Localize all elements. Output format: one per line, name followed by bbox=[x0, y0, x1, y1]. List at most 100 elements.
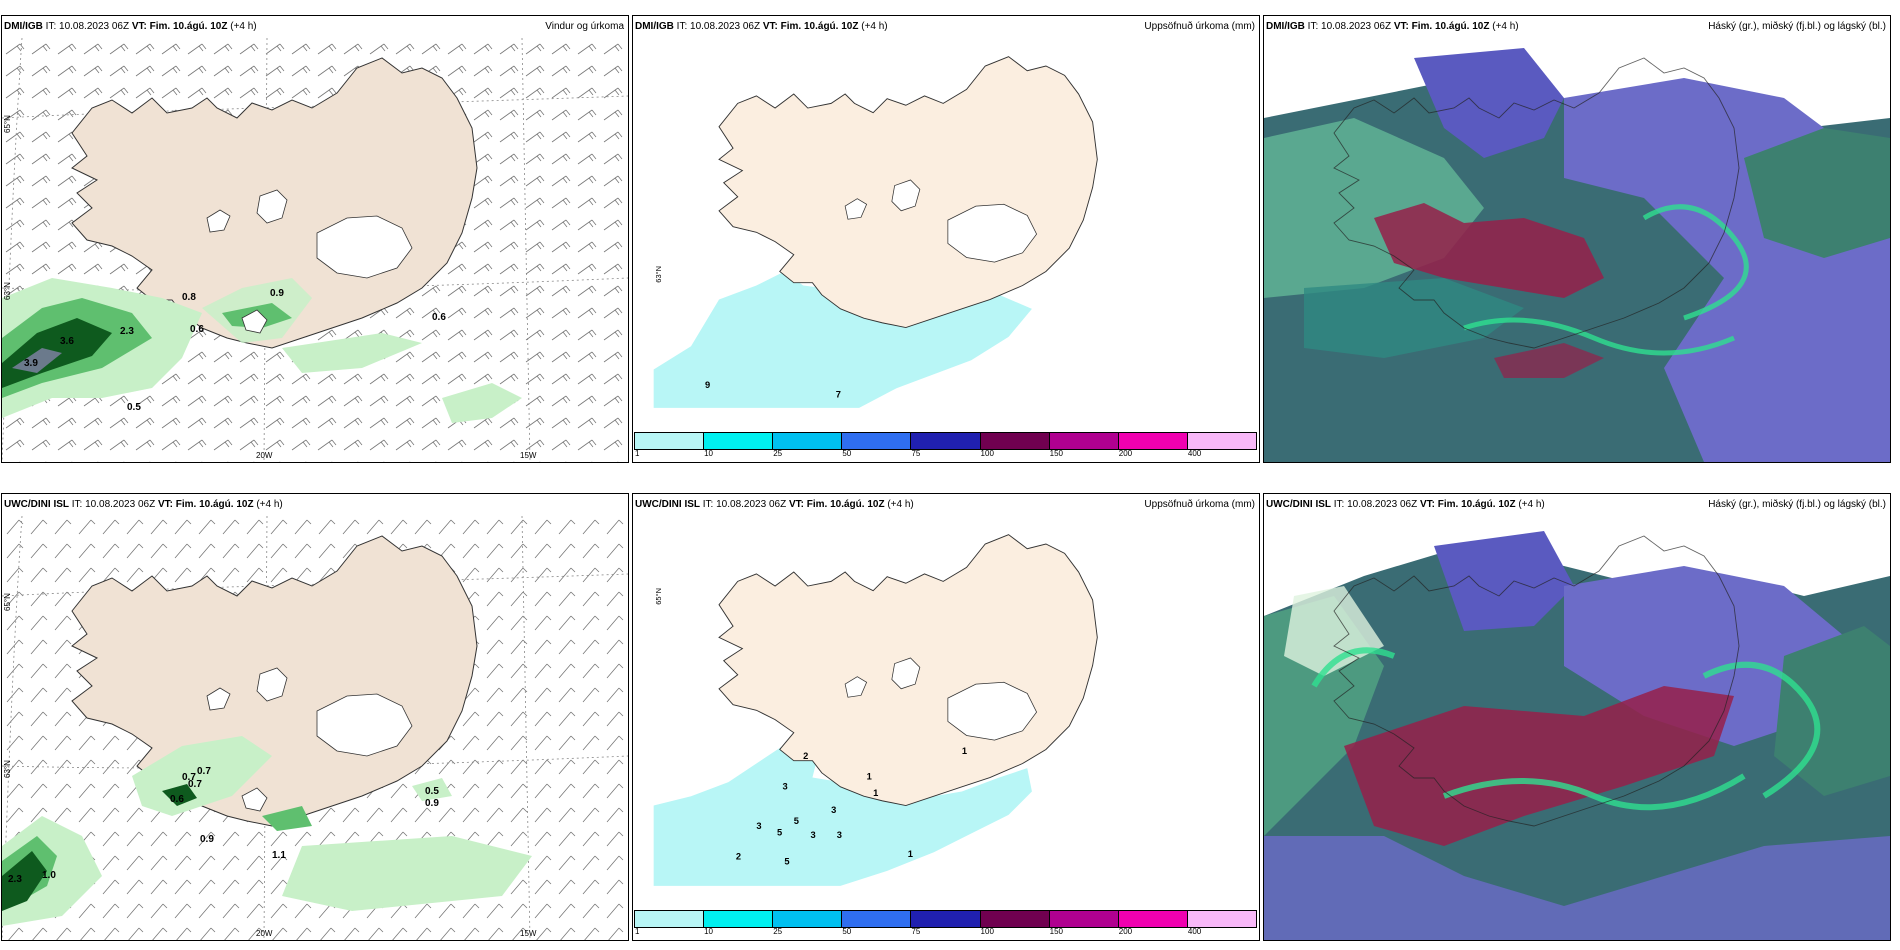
colorbar-tick: 25 bbox=[773, 449, 783, 458]
lon-label: 15W bbox=[520, 929, 537, 938]
colorbar-tick: 100 bbox=[980, 927, 994, 936]
panel-header: UWC/DINI ISL IT: 10.08.2023 06Z VT: Fim.… bbox=[2, 494, 628, 516]
vt-label: VT: bbox=[1393, 21, 1409, 32]
init-time: 10.08.2023 06Z bbox=[716, 499, 787, 510]
colorbar-tick: 50 bbox=[842, 449, 852, 458]
precip-label: 2.3 bbox=[8, 874, 22, 885]
colorbar-ticks: 1 10 25 50 75 100 150 200 400 bbox=[635, 449, 1257, 461]
panel-title: Vindur og úrkoma bbox=[545, 21, 624, 32]
colorbar-segment bbox=[910, 910, 981, 928]
precip-label: 3 bbox=[783, 782, 788, 792]
precip-label: 5 bbox=[784, 856, 789, 866]
lat-label: 65°N bbox=[3, 115, 12, 133]
lead-time: (+4 h) bbox=[887, 499, 914, 510]
lead-time: (+4 h) bbox=[861, 21, 888, 32]
panel-title: Uppsöfnuð úrkoma (mm) bbox=[1144, 21, 1255, 32]
lon-label: 15W bbox=[520, 451, 537, 460]
precip-label: 0.8 bbox=[182, 292, 196, 303]
colorbar-tick: 25 bbox=[773, 927, 783, 936]
colorbar-segment bbox=[703, 910, 774, 928]
lead-time: (+4 h) bbox=[1518, 499, 1545, 510]
panel-title: Háský (gr.), miðský (fj.bl.) og lágský (… bbox=[1708, 21, 1886, 32]
valid-time: Fim. 10.ágú. 10Z bbox=[1437, 499, 1516, 510]
panel-clouds-dmi: DMI/IGB IT: 10.08.2023 06Z VT: Fim. 10.á… bbox=[1263, 15, 1891, 463]
colorbar-tick: 1 bbox=[635, 927, 640, 936]
colorbar-tick: 1 bbox=[635, 449, 640, 458]
colorbar-tick: 150 bbox=[1049, 927, 1064, 936]
valid-time: Fim. 10.ágú. 10Z bbox=[780, 21, 859, 32]
valid-time: Fim. 10.ágú. 10Z bbox=[175, 499, 254, 510]
colorbar-tick: 50 bbox=[842, 927, 852, 936]
precip-label: 3 bbox=[811, 830, 816, 840]
colorbar-segment bbox=[772, 910, 843, 928]
colorbar-tick: 75 bbox=[911, 927, 921, 936]
panel-title: Háský (gr.), miðský (fj.bl.) og lágský (… bbox=[1708, 499, 1886, 510]
init-time: 10.08.2023 06Z bbox=[1321, 21, 1392, 32]
it-label: IT: bbox=[702, 499, 714, 510]
colorbar-tick: 200 bbox=[1118, 927, 1133, 936]
colorbar-segment bbox=[1048, 432, 1119, 450]
wind-precip-map: 0.7 0.7 0.7 0.6 0.9 0.5 0.9 2.3 1.0 1.1 … bbox=[2, 516, 628, 940]
vt-label: VT: bbox=[762, 21, 778, 32]
precip-label: 3 bbox=[831, 805, 836, 815]
colorbar-segment bbox=[703, 432, 774, 450]
vt-label: VT: bbox=[1419, 499, 1435, 510]
vt-label: VT: bbox=[157, 499, 173, 510]
precip-label: 0.6 bbox=[432, 312, 446, 323]
valid-time: Fim. 10.ágú. 10Z bbox=[149, 21, 228, 32]
panel-title: Uppsöfnuð úrkoma (mm) bbox=[1144, 499, 1255, 510]
model-name: DMI/IGB bbox=[4, 21, 43, 32]
panel-header: UWC/DINI ISL IT: 10.08.2023 06Z VT: Fim.… bbox=[633, 494, 1259, 516]
precip-label: 3.9 bbox=[24, 358, 38, 369]
colorbar-tick: 200 bbox=[1118, 449, 1133, 458]
lead-time: (+4 h) bbox=[256, 499, 283, 510]
lon-label: 20W bbox=[256, 929, 273, 938]
colorbar-segment bbox=[841, 910, 912, 928]
lead-time: (+4 h) bbox=[1492, 21, 1519, 32]
precip-label: 1 bbox=[908, 849, 913, 859]
valid-time: Fim. 10.ágú. 10Z bbox=[806, 499, 885, 510]
colorbar-tick: 10 bbox=[704, 927, 714, 936]
precip-label: 0.6 bbox=[190, 324, 204, 335]
colorbar-segment bbox=[841, 432, 912, 450]
model-name: UWC/DINI ISL bbox=[1266, 499, 1331, 510]
valid-time: Fim. 10.ágú. 10Z bbox=[1411, 21, 1490, 32]
cloud-map bbox=[1264, 516, 1890, 940]
accum-precip-map: 65°N 2 3 3 5 5 3 3 2 5 3 1 1 1 1 bbox=[653, 534, 1098, 886]
precip-label: 1.1 bbox=[272, 850, 286, 861]
colorbar-tick: 150 bbox=[1049, 449, 1064, 458]
precip-label: 3 bbox=[837, 830, 842, 840]
precip-label: 0.5 bbox=[425, 786, 439, 797]
it-label: IT: bbox=[676, 21, 688, 32]
lat-label: 65°N bbox=[654, 588, 663, 605]
it-label: IT: bbox=[71, 499, 83, 510]
lon-label: 20W bbox=[256, 451, 273, 460]
precip-label: 7 bbox=[836, 390, 841, 400]
precip-label: 5 bbox=[777, 827, 782, 837]
precip-label: 9 bbox=[705, 380, 710, 390]
panel-clouds-uwc: UWC/DINI ISL IT: 10.08.2023 06Z VT: Fim.… bbox=[1263, 493, 1891, 941]
colorbar-segment bbox=[1186, 432, 1257, 450]
precip-label: 0.9 bbox=[200, 834, 214, 845]
colorbar-segment bbox=[979, 432, 1050, 450]
panel-wind-precip-dmi: DMI/IGB IT: 10.08.2023 06Z VT: Fim. 10.á… bbox=[1, 15, 629, 463]
colorbar-segment bbox=[1117, 910, 1188, 928]
precip-label: 0.9 bbox=[270, 288, 284, 299]
colorbar-segment bbox=[634, 432, 705, 450]
precip-label: 0.7 bbox=[182, 772, 196, 783]
precip-label: 0.6 bbox=[170, 794, 184, 805]
precip-label: 0.7 bbox=[188, 779, 202, 790]
init-time: 10.08.2023 06Z bbox=[1347, 499, 1418, 510]
panel-accum-precip-dmi: DMI/IGB IT: 10.08.2023 06Z VT: Fim. 10.á… bbox=[632, 15, 1260, 463]
precip-label: 1 bbox=[873, 788, 878, 798]
panel-header: DMI/IGB IT: 10.08.2023 06Z VT: Fim. 10.á… bbox=[2, 16, 628, 38]
model-name: UWC/DINI ISL bbox=[635, 499, 700, 510]
lat-label: 63°N bbox=[3, 282, 12, 300]
lat-label: 63°N bbox=[3, 760, 12, 778]
precip-label: 3 bbox=[756, 821, 761, 831]
precip-label: 5 bbox=[794, 816, 799, 826]
lat-label: 63°N bbox=[654, 266, 663, 283]
precip-label: 2 bbox=[803, 751, 808, 761]
wind-precip-map: 0.8 0.9 3.6 2.3 0.6 0.6 3.9 0.5 65°N 63°… bbox=[2, 38, 628, 462]
colorbar-segment bbox=[1048, 910, 1119, 928]
